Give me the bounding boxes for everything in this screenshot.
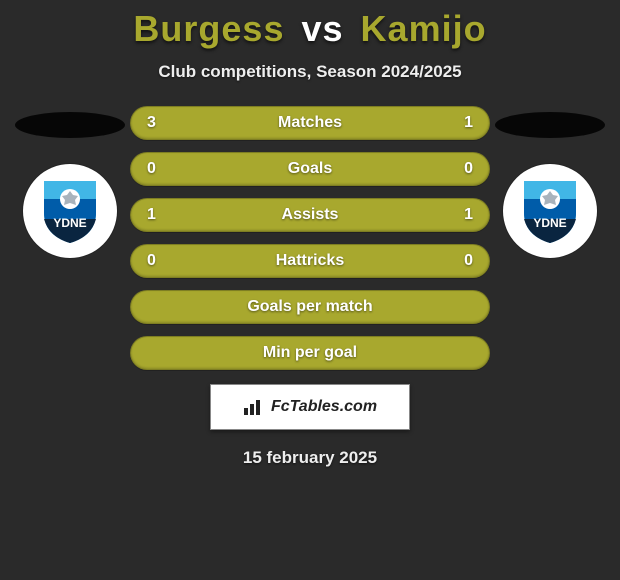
svg-text:YDNE: YDNE <box>533 216 566 230</box>
club-badge-right: YDNE <box>503 164 597 258</box>
stat-row-mpg: Min per goal <box>130 336 490 370</box>
stat-label: Min per goal <box>187 344 433 362</box>
vs-label: vs <box>301 8 343 49</box>
shield-icon: YDNE <box>41 177 99 245</box>
player1-name: Burgess <box>133 8 284 49</box>
stat-row-assists: 1 Assists 1 <box>130 198 490 232</box>
stat-label: Assists <box>187 206 433 224</box>
stat-label: Goals per match <box>187 298 433 316</box>
right-side: YDNE <box>490 106 610 258</box>
player-shadow <box>15 112 125 138</box>
stat-right-value: 1 <box>433 206 473 224</box>
brand-text: FcTables.com <box>271 398 377 416</box>
stat-label: Goals <box>187 160 433 178</box>
date-label: 15 february 2025 <box>243 448 377 468</box>
stat-left-value: 0 <box>147 160 187 178</box>
stat-label: Hattricks <box>187 252 433 270</box>
shield-icon: YDNE <box>521 177 579 245</box>
stat-row-goals: 0 Goals 0 <box>130 152 490 186</box>
stat-right-value: 0 <box>433 252 473 270</box>
stat-label: Matches <box>187 114 433 132</box>
stat-left-value: 0 <box>147 252 187 270</box>
stat-left-value: 1 <box>147 206 187 224</box>
stat-right-value: 1 <box>433 114 473 132</box>
stat-left-value: 3 <box>147 114 187 132</box>
subtitle: Club competitions, Season 2024/2025 <box>158 62 461 82</box>
stat-row-hattricks: 0 Hattricks 0 <box>130 244 490 278</box>
content-row: YDNE 3 Matches 1 0 Goals 0 1 Assists 1 <box>0 106 620 370</box>
stats-column: 3 Matches 1 0 Goals 0 1 Assists 1 0 Hatt… <box>130 106 490 370</box>
bars-icon <box>243 398 265 416</box>
player2-name: Kamijo <box>361 8 487 49</box>
left-side: YDNE <box>10 106 130 258</box>
stat-right-value: 0 <box>433 160 473 178</box>
stat-row-matches: 3 Matches 1 <box>130 106 490 140</box>
brand-box: FcTables.com <box>210 384 410 430</box>
club-badge-left: YDNE <box>23 164 117 258</box>
infographic-root: Burgess vs Kamijo Club competitions, Sea… <box>0 0 620 468</box>
stat-row-gpm: Goals per match <box>130 290 490 324</box>
svg-text:YDNE: YDNE <box>53 216 86 230</box>
page-title: Burgess vs Kamijo <box>133 8 486 50</box>
player-shadow <box>495 112 605 138</box>
